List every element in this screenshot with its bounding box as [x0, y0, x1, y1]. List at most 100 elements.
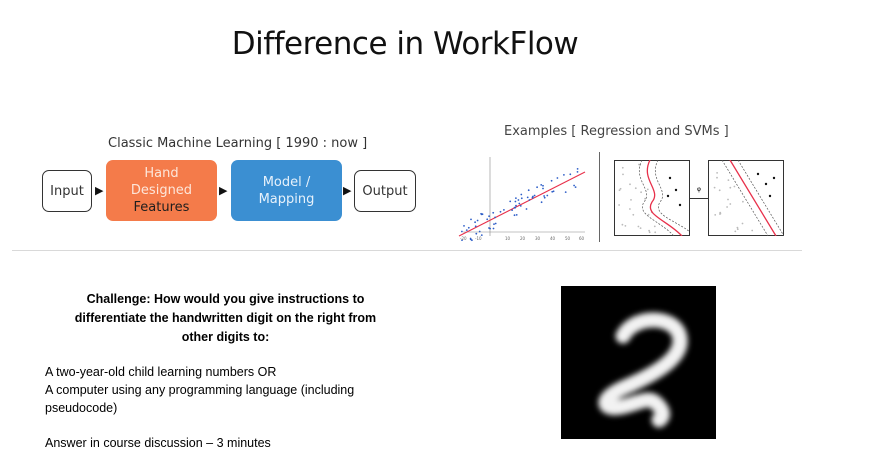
svm-point	[736, 228, 739, 231]
svg-text:40: 40	[550, 236, 556, 241]
svg-text:-10: -10	[475, 236, 482, 241]
scatter-point	[474, 225, 477, 228]
svm-point	[729, 186, 732, 189]
scatter-point	[511, 209, 513, 211]
scatter-point	[513, 206, 516, 209]
flow-input-label: Input	[50, 183, 84, 199]
svm-point	[733, 185, 736, 188]
scatter-point	[540, 201, 543, 204]
scatter-point	[550, 179, 553, 182]
svm-map-symbol: φ	[697, 186, 701, 193]
scatter-point	[488, 215, 490, 218]
svg-text:60: 60	[579, 236, 585, 241]
scatter-point	[543, 195, 545, 197]
svm-point	[634, 187, 637, 190]
svm-point	[751, 229, 754, 232]
scatter-point	[546, 194, 549, 197]
scatter-point	[515, 197, 517, 199]
scatter-point	[518, 202, 521, 205]
features-line-2: Designed	[130, 183, 193, 198]
scatter-point	[465, 229, 468, 231]
scatter-point	[488, 227, 490, 229]
svm-point	[718, 189, 721, 192]
svm-point	[632, 213, 635, 216]
challenge-line-2: differentiate the handwritten digit on t…	[74, 311, 377, 325]
features-line-1: Hand	[144, 166, 179, 181]
challenge-text: Challenge: How would you give instructio…	[48, 290, 403, 347]
svm-point	[630, 199, 632, 201]
scatter-point	[471, 239, 473, 242]
scatter-point	[494, 222, 497, 225]
svm-point	[729, 203, 732, 205]
scatter-point	[520, 197, 523, 200]
scatter-point	[542, 184, 544, 187]
scatter-point	[573, 184, 575, 187]
scatter-point	[480, 234, 483, 236]
scatter-point	[528, 199, 531, 201]
scatter-point	[543, 196, 546, 199]
scatter-point	[542, 187, 544, 190]
scatter-point	[486, 218, 489, 221]
scatter-point	[525, 208, 528, 210]
scatter-point	[519, 205, 522, 207]
svm-point	[726, 206, 728, 208]
handwritten-digit-image	[561, 286, 716, 439]
scatter-point	[576, 168, 579, 170]
svm-point	[647, 213, 650, 216]
scatter-point	[576, 171, 579, 173]
svm-point	[714, 214, 717, 216]
flow-model-box: Model / Mapping	[231, 160, 342, 221]
regression-plot-image: -20 -10 10 20 30 40 50 60	[458, 157, 586, 242]
arrow-right-icon: ▶	[95, 184, 104, 197]
option-computer-text: A computer using any programming languag…	[45, 383, 355, 415]
scatter-point	[503, 209, 505, 211]
scatter-point	[514, 200, 517, 203]
svm-point	[618, 189, 621, 192]
scatter-point	[463, 225, 465, 227]
scatter-point	[515, 214, 518, 216]
scatter-point	[531, 197, 534, 199]
scatter-point	[499, 210, 502, 213]
svm-point	[648, 229, 650, 232]
scatter-point	[480, 212, 482, 215]
svm-point	[648, 231, 651, 234]
challenge-line-1: Challenge: How would you give instructio…	[86, 292, 365, 306]
scatter-point	[478, 230, 481, 233]
examples-divider	[599, 152, 600, 242]
scatter-point	[513, 214, 516, 217]
scatter-point	[492, 227, 495, 230]
svm-point	[640, 191, 642, 194]
svm-point	[644, 197, 646, 200]
svg-text:20: 20	[520, 236, 526, 241]
scatter-point	[493, 223, 495, 225]
model-line-2: Mapping	[258, 191, 315, 207]
scatter-point	[467, 226, 470, 229]
svm-point	[727, 179, 730, 181]
scatter-point	[509, 200, 512, 203]
scatter-point	[552, 190, 555, 193]
svm-point	[713, 186, 716, 189]
flow-output-box: Output	[354, 170, 416, 212]
svg-text:10: 10	[505, 236, 511, 241]
scatter-point	[494, 216, 496, 219]
svm-point	[646, 188, 649, 191]
svm-point	[736, 226, 739, 229]
svm-point	[741, 222, 744, 225]
scatter-point	[540, 184, 543, 186]
scatter-point	[527, 189, 530, 192]
svm-linear-image	[708, 160, 784, 236]
scatter-point	[517, 199, 520, 201]
svm-point	[621, 166, 624, 169]
scatter-point	[470, 218, 472, 221]
flow-input-box: Input	[42, 170, 92, 212]
svg-text:50: 50	[565, 236, 571, 241]
svg-text:30: 30	[535, 236, 541, 241]
answer-instruction-text: Answer in course discussion – 3 minutes	[45, 436, 271, 450]
scatter-point	[515, 204, 517, 207]
scatter-point	[564, 191, 567, 193]
flow-features-box: Hand Designed Features	[106, 160, 217, 221]
svm-point	[618, 204, 620, 206]
scatter-point	[536, 186, 538, 189]
model-line-1: Model /	[262, 174, 311, 190]
scatter-point	[475, 232, 478, 235]
